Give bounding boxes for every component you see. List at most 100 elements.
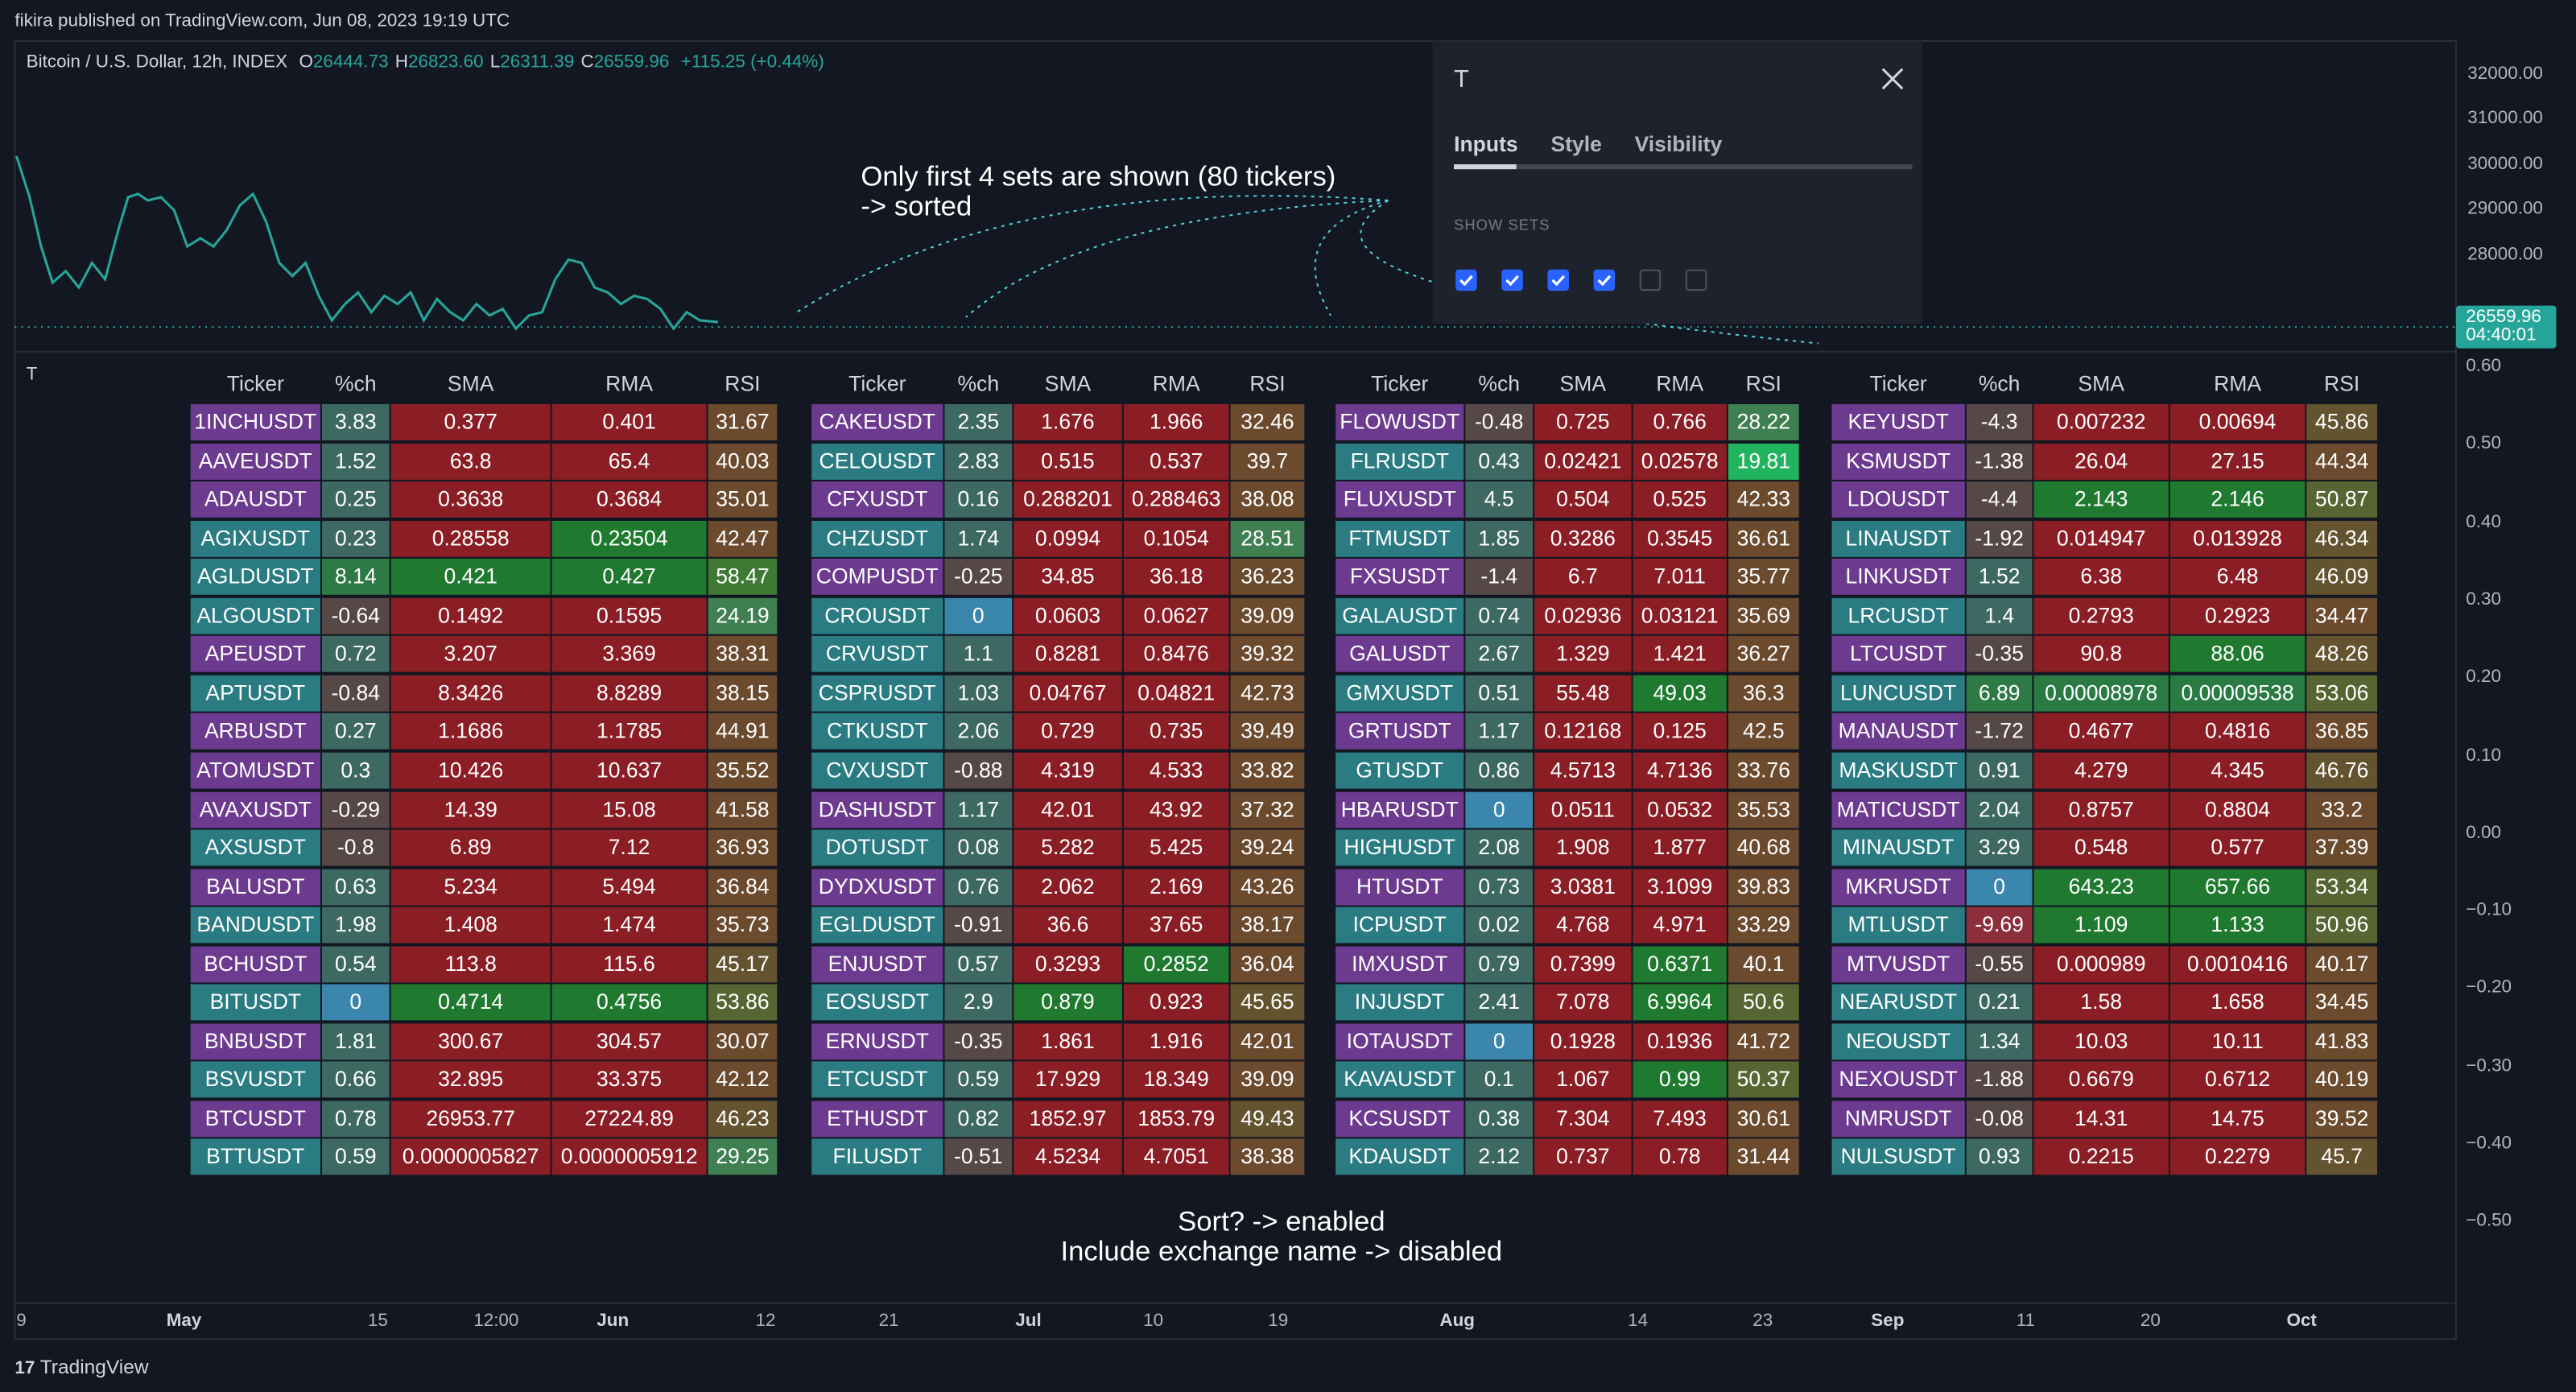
table-cell: 49.43	[1230, 1101, 1305, 1138]
column-header: RSI	[1745, 371, 1781, 396]
table-cell: -1.92	[1966, 520, 2033, 557]
table-cell: 1.4	[1966, 597, 2033, 634]
table-cell: 30.07	[708, 1023, 778, 1059]
oscillator-tick-label: 0.10	[2466, 745, 2501, 765]
price-change: +115.25 (+0.44%)	[680, 52, 824, 72]
table-cell: 1.17	[944, 791, 1013, 828]
table-cell: 36.61	[1728, 520, 1799, 557]
table-cell: 1.58	[2033, 984, 2169, 1021]
tab[interactable]: Inputs	[1454, 131, 1518, 156]
table-cell: 2.41	[1465, 984, 1534, 1021]
table-cell: BANDUSDT	[190, 907, 320, 944]
checkbox[interactable]	[1639, 269, 1662, 291]
table-cell: FTMUSDT	[1335, 520, 1464, 557]
table-cell: -0.64	[321, 597, 390, 634]
table-cell: 0.43	[1465, 443, 1534, 479]
table-cell: 35.53	[1728, 791, 1799, 828]
table-cell: FLUXUSDT	[1335, 481, 1464, 518]
table-cell: 90.8	[2033, 636, 2169, 673]
table-cell: 0.63	[321, 868, 390, 905]
table-cell: ICPUSDT	[1335, 907, 1464, 944]
oscillator-tick-label: 0.40	[2466, 511, 2501, 532]
countdown: 04:40:01	[2466, 325, 2537, 345]
last-price: 26559.96 04:40:01	[2466, 308, 2541, 345]
table-cell: 31.67	[708, 404, 778, 440]
table-cell: 1.067	[1534, 1062, 1632, 1098]
table-cell: 0.1595	[551, 597, 707, 634]
table-cell: -1.88	[1966, 1062, 2033, 1098]
column-header: Ticker	[1869, 371, 1927, 396]
table-cell: EGLDUSDT	[811, 907, 943, 944]
time-tick-label: Jun	[597, 1311, 630, 1332]
table-cell: 1.133	[2169, 907, 2306, 944]
table-cell: ARBUSDT	[190, 713, 320, 750]
table-cell: 53.06	[2306, 675, 2378, 712]
table-cell: NEXOUSDT	[1831, 1062, 1965, 1098]
table-cell: BSVUSDT	[190, 1062, 320, 1098]
table-cell: 42.12	[708, 1062, 778, 1098]
ohlc-item: C26559.96	[580, 52, 669, 72]
table-cell: 0.427	[551, 559, 707, 596]
table-cell: FXSUSDT	[1335, 559, 1464, 596]
publish-info: fikira published on TradingView.com, Jun…	[14, 11, 510, 31]
table-cell: 0.515	[1013, 443, 1122, 479]
time-tick-label: 15	[367, 1311, 388, 1332]
annotation-text: Sort? -> enabled	[1178, 1205, 1385, 1237]
ohlc-label: L	[489, 52, 501, 72]
checkbox[interactable]	[1593, 269, 1616, 291]
column-header: %ch	[335, 371, 377, 396]
table-cell: 14.75	[2169, 1101, 2306, 1138]
table-cell: 41.72	[1728, 1023, 1799, 1059]
checkbox[interactable]	[1685, 269, 1707, 291]
tab[interactable]: Style	[1550, 131, 1602, 156]
table-cell: ETHUSDT	[811, 1101, 943, 1138]
table-cell: LDOUSDT	[1831, 481, 1965, 518]
table-cell: 0.02	[1465, 907, 1534, 944]
table-cell: 0.125	[1633, 713, 1727, 750]
table-cell: 7.011	[1633, 559, 1727, 596]
table-cell: 10.637	[551, 752, 707, 789]
table-cell: 0.51	[1465, 675, 1534, 712]
table-cell: CVXUSDT	[811, 752, 943, 789]
table-cell: 42.33	[1728, 481, 1799, 518]
table-cell: 0.23	[321, 520, 390, 557]
table-cell: 7.493	[1633, 1101, 1727, 1138]
table-cell: 0.548	[2033, 829, 2169, 866]
table-cell: 7.078	[1534, 984, 1632, 1021]
table-cell: 115.6	[551, 945, 707, 982]
ohlc-item: H26823.60	[395, 52, 484, 72]
table-cell: KAVAUSDT	[1335, 1062, 1464, 1098]
table-cell: GMXUSDT	[1335, 675, 1464, 712]
table-cell: KCSUSDT	[1335, 1101, 1464, 1138]
table-cell: 65.4	[551, 443, 707, 479]
table-cell: 1.34	[1966, 1023, 2033, 1059]
table-cell: 0.8757	[2033, 791, 2169, 828]
time-tick-label: Aug	[1439, 1311, 1476, 1332]
table-cell: 45.7	[2306, 1139, 2378, 1176]
table-cell: 33.82	[1230, 752, 1305, 789]
price-tick-label: 30000.00	[2467, 154, 2543, 175]
panel-title: T	[1454, 65, 1469, 94]
table-cell: MASKUSDT	[1831, 752, 1965, 789]
table-cell: 40.03	[708, 443, 778, 479]
checkbox[interactable]	[1501, 269, 1523, 291]
checkbox[interactable]	[1455, 269, 1477, 291]
column-header: %ch	[957, 371, 1000, 396]
tab[interactable]: Visibility	[1634, 131, 1723, 156]
close-button[interactable]	[1881, 68, 1905, 91]
table-cell: 32.46	[1230, 404, 1305, 440]
table-cell: 31.44	[1728, 1139, 1799, 1176]
table-cell: -0.08	[1966, 1101, 2033, 1138]
table-cell: 15.08	[551, 791, 707, 828]
checkbox[interactable]	[1547, 269, 1569, 291]
table-cell: 39.24	[1230, 829, 1305, 866]
table-cell: 1.1785	[551, 713, 707, 750]
table-cell: ERNUSDT	[811, 1023, 943, 1059]
table-cell: 0.1054	[1123, 520, 1229, 557]
table-cell: 6.89	[390, 829, 551, 866]
table-cell: LTCUSDT	[1831, 636, 1965, 673]
table-cell: 26.04	[2033, 443, 2169, 479]
table-cell: 1.658	[2169, 984, 2306, 1021]
table-cell: BTCUSDT	[190, 1101, 320, 1138]
table-cell: 0.0010416	[2169, 945, 2306, 982]
